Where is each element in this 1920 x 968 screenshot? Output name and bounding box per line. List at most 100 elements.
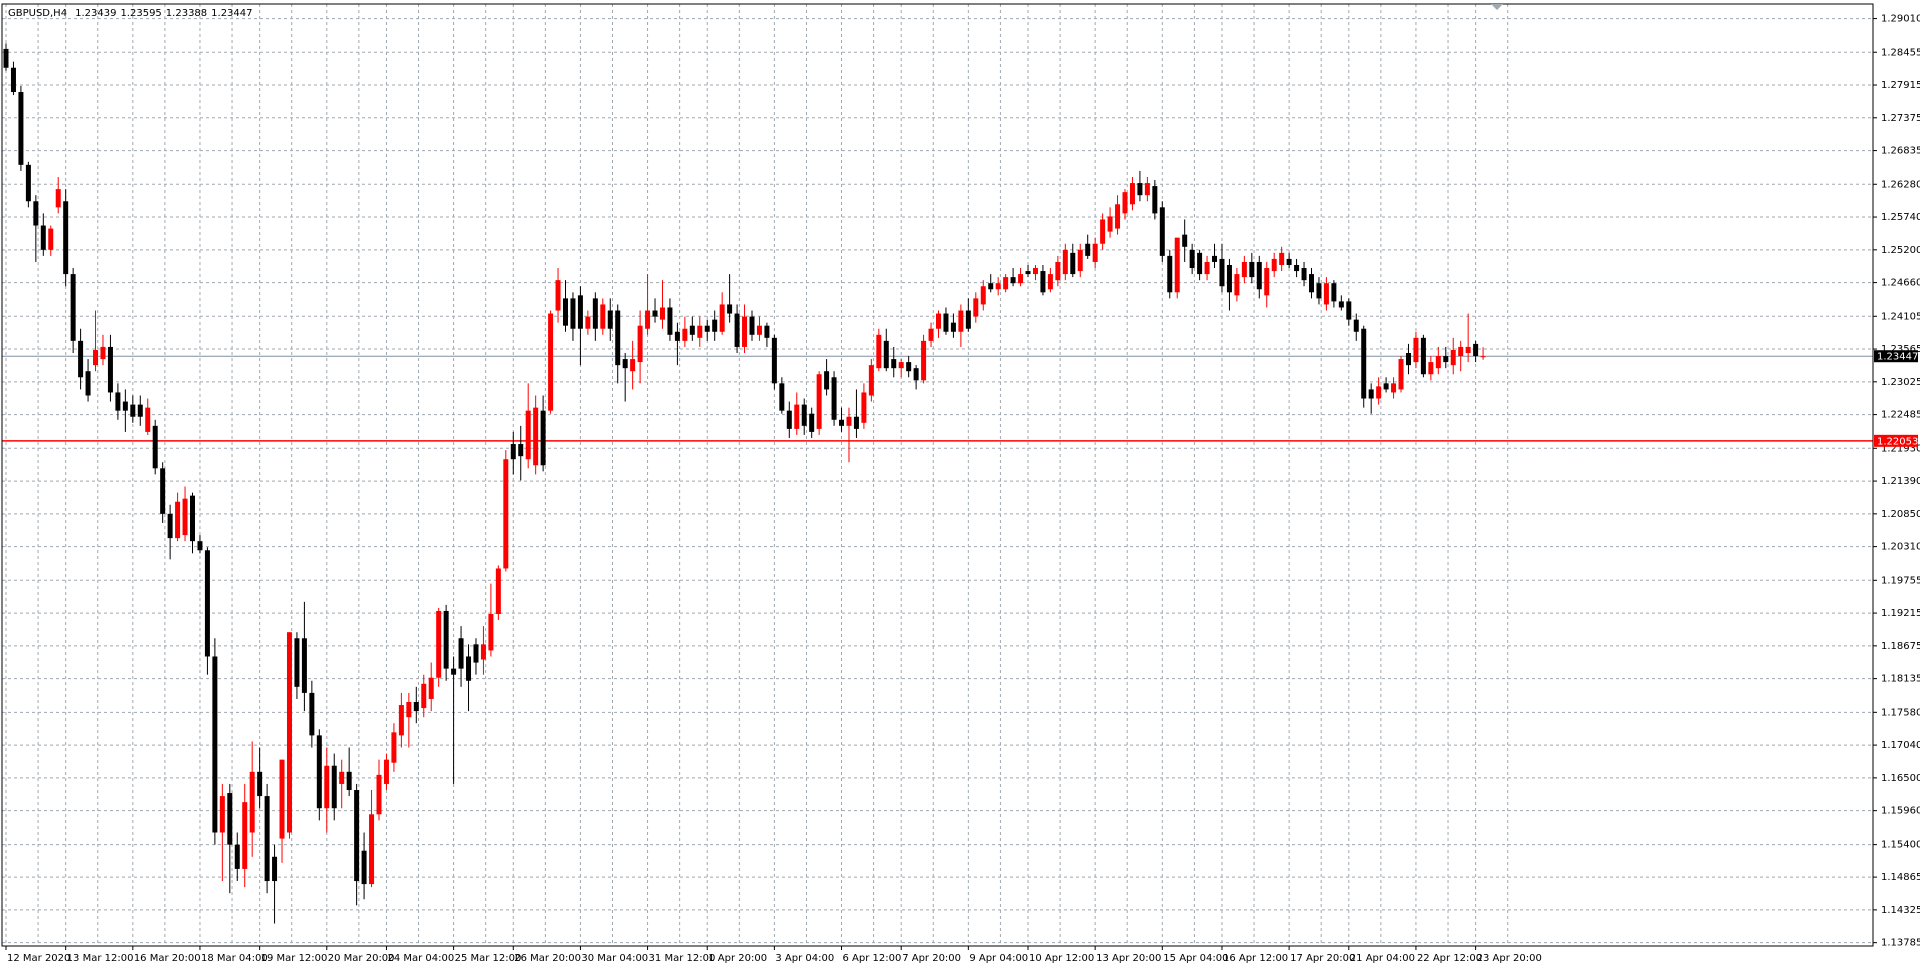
x-tick-label: 16 Apr 12:00 (1223, 953, 1288, 964)
candle-body (10, 67, 16, 93)
candles (3, 43, 1486, 924)
grid (2, 4, 1873, 946)
x-tick-label: 3 Apr 04:00 (775, 953, 834, 964)
y-tick-label: 1.19755 (1881, 575, 1920, 586)
y-tick-label: 1.17040 (1881, 740, 1920, 751)
candle-body (1204, 261, 1210, 275)
candle-body (406, 702, 412, 718)
candle-body (286, 632, 292, 833)
candle-body (1129, 183, 1135, 205)
x-tick-label: 13 Mar 12:00 (67, 953, 134, 964)
candle-body (928, 328, 934, 341)
y-tick-label: 1.24660 (1881, 278, 1920, 289)
y-tick-label: 1.27375 (1881, 113, 1920, 124)
candle-body (712, 319, 718, 332)
candle-body (354, 790, 360, 882)
candle-body (1309, 274, 1314, 293)
candle-body (1159, 207, 1165, 256)
candle-body (1085, 243, 1091, 256)
candle-body (1256, 261, 1262, 290)
level-label-box (1874, 434, 1918, 447)
candle-body (324, 765, 330, 809)
y-tick-label: 1.21930 (1881, 443, 1920, 454)
candle-body (122, 401, 128, 411)
candle-body (257, 771, 263, 797)
candle-body (40, 225, 46, 250)
candle-body (1032, 268, 1038, 275)
candle-body (1182, 234, 1188, 247)
candle-body (137, 404, 143, 417)
candle-body (249, 771, 255, 833)
y-tick-label: 1.20850 (1881, 509, 1920, 520)
candle-body (421, 683, 427, 709)
candle-body (100, 346, 106, 360)
candle-body (1115, 204, 1121, 229)
candle-body (600, 304, 606, 329)
y-tick-label: 1.23025 (1881, 377, 1920, 388)
candle-body (227, 793, 233, 845)
candle-body (1405, 353, 1411, 366)
candle-body (436, 610, 442, 678)
candle-body (898, 362, 904, 369)
candle-body (93, 349, 99, 366)
candle-body (130, 404, 136, 417)
x-tick-label: 16 Mar 20:00 (134, 953, 201, 964)
candle-body (794, 404, 800, 429)
candle-body (383, 759, 389, 784)
candle-body (1092, 243, 1098, 262)
x-tick-label: 18 Mar 04:00 (201, 953, 268, 964)
plot-frame (1, 3, 1874, 947)
candle-body (1346, 301, 1352, 320)
x-tick-label: 25 Mar 12:00 (455, 953, 522, 964)
candle-body (1018, 274, 1024, 284)
x-tick-label: 10 Apr 12:00 (1029, 953, 1094, 964)
candle-body (958, 310, 964, 332)
bid-label: 1.23447 (1877, 352, 1918, 363)
candle-body (1435, 356, 1441, 369)
y-tick-label: 1.20310 (1881, 542, 1920, 553)
x-tick-label: 30 Mar 04:00 (581, 953, 648, 964)
candle-body (1450, 349, 1456, 366)
candle-body (331, 765, 337, 809)
y-tick-label: 1.18135 (1881, 674, 1920, 685)
candle-body (734, 313, 740, 347)
candle-body (973, 298, 979, 317)
candle-body (1420, 337, 1426, 375)
candle-body (107, 346, 113, 393)
x-tick-label: 9 Apr 04:00 (969, 953, 1028, 964)
x-tick-label: 1 Apr 20:00 (708, 953, 767, 964)
candle-body (1331, 283, 1337, 302)
candle-body (503, 459, 509, 569)
x-tick-label: 12 Mar 2020 (7, 953, 70, 964)
candle-body (1301, 268, 1307, 281)
y-tick-label: 1.28455 (1881, 47, 1920, 58)
candle-body (1212, 255, 1218, 262)
candle-body (891, 359, 897, 369)
candle-body (272, 856, 278, 882)
candle-body (1137, 183, 1143, 196)
bid-label-box (1874, 350, 1918, 363)
candle-body (1100, 219, 1106, 244)
candle-body (518, 444, 524, 457)
x-tick-label: 22 Apr 12:00 (1417, 953, 1482, 964)
candle-body (555, 280, 561, 311)
x-tick-label: 31 Mar 12:00 (649, 953, 716, 964)
candle-body (1055, 261, 1061, 281)
candle-body (1271, 258, 1277, 272)
candle-body (771, 337, 777, 384)
candle-body (1368, 389, 1374, 399)
candle-body (1294, 264, 1300, 272)
x-tick-label: 17 Apr 20:00 (1290, 953, 1355, 964)
candle-body (1122, 192, 1128, 214)
candle-body (175, 501, 181, 539)
candle-body (1144, 183, 1150, 196)
candle-body (1219, 258, 1225, 287)
y-tick-label: 1.26835 (1881, 146, 1920, 157)
levels (2, 355, 1873, 442)
candle-body (1047, 274, 1053, 290)
y-tick-label: 1.14325 (1881, 905, 1920, 916)
candle-body (145, 407, 151, 432)
candle-body (339, 771, 345, 784)
x-tick-label: 19 Mar 12:00 (261, 953, 328, 964)
